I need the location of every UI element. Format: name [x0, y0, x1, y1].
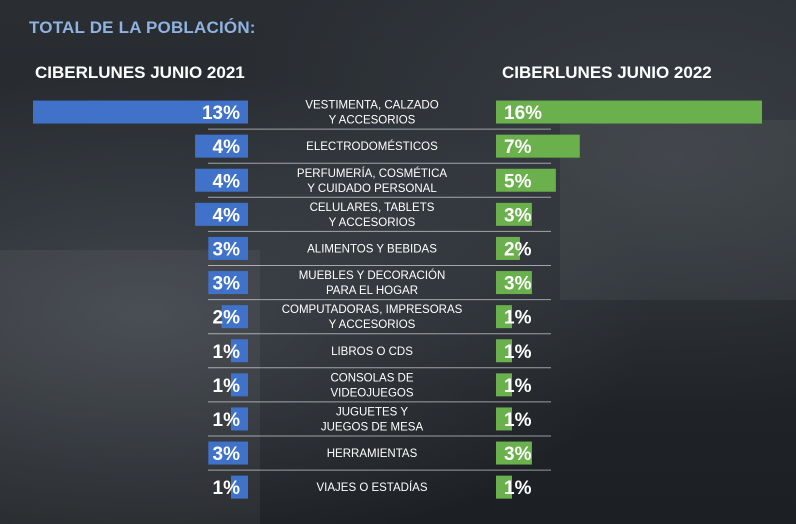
value-label-2021: 1% [213, 410, 241, 431]
value-label-2021: 3% [213, 239, 241, 260]
value-label-2021: 1% [213, 342, 241, 363]
category-label: PARA EL HOGAR [326, 285, 418, 297]
category-label: VESTIMENTA, CALZADO [305, 100, 438, 112]
bar-2022 [496, 339, 512, 363]
series-title-2022: CIBERLUNES JUNIO 2022 [502, 63, 712, 82]
bar-2021 [231, 475, 248, 499]
bar-2022 [496, 236, 520, 260]
value-label-2022: 5% [504, 171, 532, 192]
category-label: ELECTRODOMÉSTICOS [306, 140, 438, 153]
category-label: ALIMENTOS Y BEBIDAS [307, 243, 437, 255]
category-label: JUGUETES Y [336, 406, 408, 418]
value-label-2022: 16% [504, 103, 542, 124]
value-label-2021: 4% [213, 171, 241, 192]
bar-2021 [195, 134, 248, 158]
bar-2021 [208, 236, 248, 260]
category-label: HERRAMIENTAS [327, 448, 418, 460]
value-label-2021: 1% [213, 376, 241, 397]
bar-2021 [231, 339, 248, 363]
value-label-2022: 1% [504, 342, 532, 363]
category-label: Y ACCESORIOS [329, 115, 416, 127]
background-shape [560, 120, 796, 300]
background-shape [0, 250, 260, 524]
bar-2021 [231, 407, 248, 431]
value-label-2022: 7% [504, 137, 532, 158]
bar-2022 [496, 475, 512, 499]
category-label: Y CUIDADO PERSONAL [307, 183, 437, 195]
category-label: VIDEOJUEGOS [330, 387, 413, 399]
value-label-2021: 3% [213, 444, 241, 465]
bar-2022 [496, 441, 532, 465]
bar-2022 [496, 134, 580, 158]
value-label-2022: 3% [504, 274, 532, 295]
bar-2021 [33, 100, 248, 124]
value-label-2022: 3% [504, 205, 532, 226]
bar-2021 [208, 441, 248, 465]
category-label: JUEGOS DE MESA [321, 421, 424, 433]
value-label-2022: 3% [504, 444, 532, 465]
bar-2021 [208, 271, 248, 295]
category-label: VIAJES O ESTADÍAS [317, 481, 428, 494]
value-label-2022: 2% [504, 239, 532, 260]
bar-2021 [195, 202, 248, 226]
category-label: PERFUMERÍA, COSMÉTICA [297, 167, 447, 180]
value-label-2021: 2% [213, 308, 241, 329]
value-label-2021: 4% [213, 205, 241, 226]
category-label: Y ACCESORIOS [329, 319, 416, 331]
bar-2022 [496, 100, 762, 124]
bar-2022 [496, 407, 512, 431]
category-label: CELULARES, TABLETS [310, 202, 435, 214]
value-label-2022: 1% [504, 410, 532, 431]
page-title: TOTAL DE LA POBLACIÓN: [29, 18, 256, 37]
bar-2022 [496, 271, 532, 295]
value-label-2021: 1% [213, 478, 241, 499]
bar-2022 [496, 373, 512, 397]
bar-2021 [195, 168, 248, 192]
bar-2022 [496, 202, 532, 226]
category-label: LIBROS O CDS [331, 346, 413, 358]
bar-2022 [496, 305, 512, 329]
value-label-2022: 1% [504, 376, 532, 397]
category-label: Y ACCESORIOS [329, 217, 416, 229]
value-label-2022: 1% [504, 478, 532, 499]
value-label-2022: 1% [504, 308, 532, 329]
value-label-2021: 4% [213, 137, 241, 158]
bar-2021 [231, 373, 248, 397]
value-label-2021: 3% [213, 274, 241, 295]
category-label: CONSOLAS DE [330, 372, 413, 384]
bar-2021 [221, 305, 248, 329]
category-label: COMPUTADORAS, IMPRESORAS [282, 304, 463, 316]
category-label: MUEBLES Y DECORACIÓN [299, 269, 446, 282]
bar-2022 [496, 168, 556, 192]
series-title-2021: CIBERLUNES JUNIO 2021 [35, 63, 245, 82]
value-label-2021: 13% [202, 103, 240, 124]
